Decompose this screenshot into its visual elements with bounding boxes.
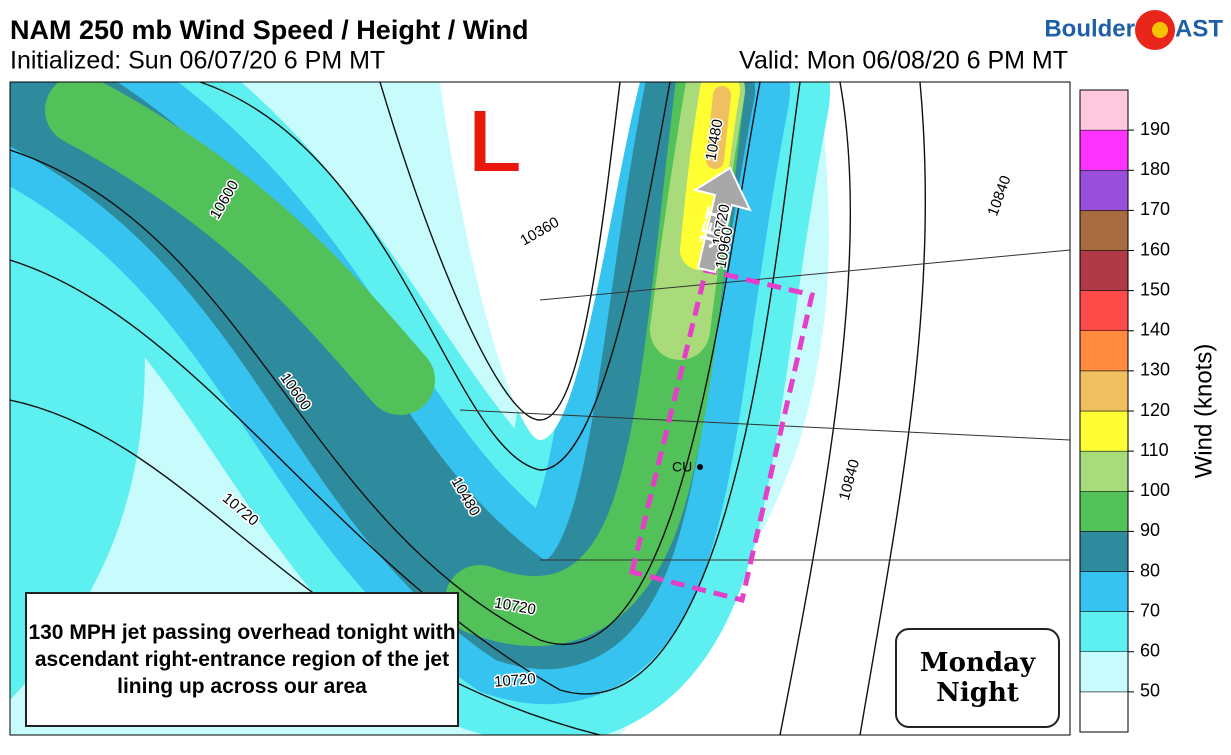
entrance-region [628,266,815,604]
colorbar-label: 180 [1140,159,1170,179]
colorbar-band [1079,89,1129,131]
colorbar-title: Wind (knots) [1190,344,1217,479]
colorbar-label: 110 [1140,440,1169,460]
colorbar-label: 130 [1140,360,1170,380]
colorbar-band [1079,491,1129,532]
region [620,82,1070,735]
valid: Valid: Mon 06/08/20 6 PM MT [739,47,1068,75]
logo-sun [1152,22,1168,38]
colorbar: 50 60 70 80 90 100 110 120 130 140 150 160 170 180 190 [1079,89,1170,733]
colorbar-label: 50 [1140,681,1160,701]
colorbar-band [1079,250,1129,291]
colorbar-label: 150 [1140,279,1170,299]
colorbar-label: 90 [1140,520,1160,540]
contours [10,82,1070,735]
jet-stream [10,82,830,735]
colorbar-label: 160 [1140,239,1170,259]
colorbar-band [1079,330,1129,372]
colorbar-label: 190 [1140,119,1170,139]
contour-label: 10720 [493,670,536,691]
annotation: 130 MPH jet passing overhead tonight wit… [25,592,459,727]
colorbar-band [1079,450,1129,492]
colorbar-label: 100 [1140,480,1170,500]
colorbar-band [1079,691,1129,733]
colorbar-label: 120 [1140,400,1170,420]
colorbar-band [1079,651,1129,693]
jet-arrow [692,166,752,274]
colorbar-band [1079,531,1129,572]
map-frame [9,81,1071,736]
colorbar-frame [1079,89,1129,733]
colorbar-band [1079,170,1129,211]
trough [440,82,640,440]
colorbar-label: 80 [1140,560,1160,580]
colorbar-label: 70 [1140,600,1160,620]
colorbar-band [1079,210,1129,251]
badge: Monday Night [895,628,1060,728]
colorbar-label: 140 [1140,320,1170,340]
low-label: L [468,92,523,192]
initialized: Initialized: Sun 06/07/20 6 PM MT [10,47,385,75]
colorbar-band [1079,290,1129,331]
logo-right: AST [1175,15,1223,42]
colorbar-band [1079,611,1129,652]
colorbar-label: 60 [1140,641,1160,661]
logo-left: Boulder [1044,15,1135,42]
colorbar-band [1079,571,1129,612]
station-label: CU [672,459,692,475]
map [10,82,1070,735]
colorbar-band [1079,410,1129,452]
colorbar-label: 170 [1140,199,1170,219]
station-dot [697,464,703,470]
colorbar-band [1079,129,1129,171]
title: NAM 250 mb Wind Speed / Height / Wind [10,15,529,45]
colorbar-band [1079,370,1129,412]
